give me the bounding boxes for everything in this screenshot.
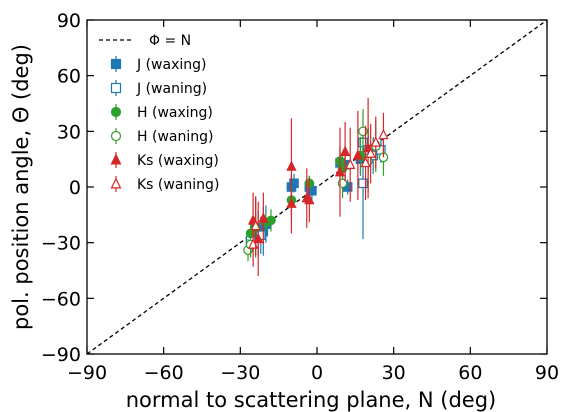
data-point [378,128,389,140]
legend-marker [110,58,122,70]
data-point [289,178,299,189]
data-point [358,178,368,189]
x-axis-label: normal to scattering plane, N (deg) [126,388,497,412]
legend: Φ = N J (waxing) J (waning) H (waxing) H (wa… [99,33,219,193]
legend-label: H (waxing) [137,105,213,121]
y-tick-label: 30 [57,121,81,143]
reference-line [87,20,547,354]
legend-label: J (waning) [136,81,207,97]
data-point [250,219,261,231]
data-point [352,149,364,160]
legend-marker [110,177,122,189]
y-tick-label: 90 [57,10,81,32]
data-point [286,197,297,208]
y-tick-label: 0 [69,177,81,199]
legend-marker [110,130,122,142]
y-axis-label: pol. position angle, Θ (deg) [9,44,33,330]
legend-label: Ks (waxing) [137,153,219,169]
y-tick-label: −60 [41,288,81,310]
data-point [365,147,376,158]
x-tick-label: 30 [382,362,406,384]
x-tick-label: −90 [67,362,107,384]
data-point [266,215,276,226]
legend-label: Φ = N [149,33,191,49]
legend-marker [110,106,122,118]
y-tick-label: −90 [41,344,81,366]
y-tick-label: 60 [57,66,81,88]
x-tick-label: 0 [311,362,323,384]
data-point [360,156,371,168]
legend-label: H (waning) [137,129,213,145]
x-tick-label: 60 [458,362,482,384]
legend-label: J (waxing) [136,57,206,73]
legend-marker [110,153,122,165]
data-point [345,158,356,169]
x-tick-label: −30 [220,362,260,384]
data-point [304,193,315,205]
legend-label: Ks (waning) [137,177,219,193]
x-tick-label: 90 [535,362,559,384]
legend-marker [110,82,122,94]
data-point [339,145,351,156]
data-point [334,165,346,177]
x-tick-label: −60 [144,362,184,384]
y-tick-label: −30 [41,233,81,255]
data-point [286,160,297,171]
series-5 [247,112,389,267]
data-point [258,212,269,223]
data-point [370,136,381,147]
